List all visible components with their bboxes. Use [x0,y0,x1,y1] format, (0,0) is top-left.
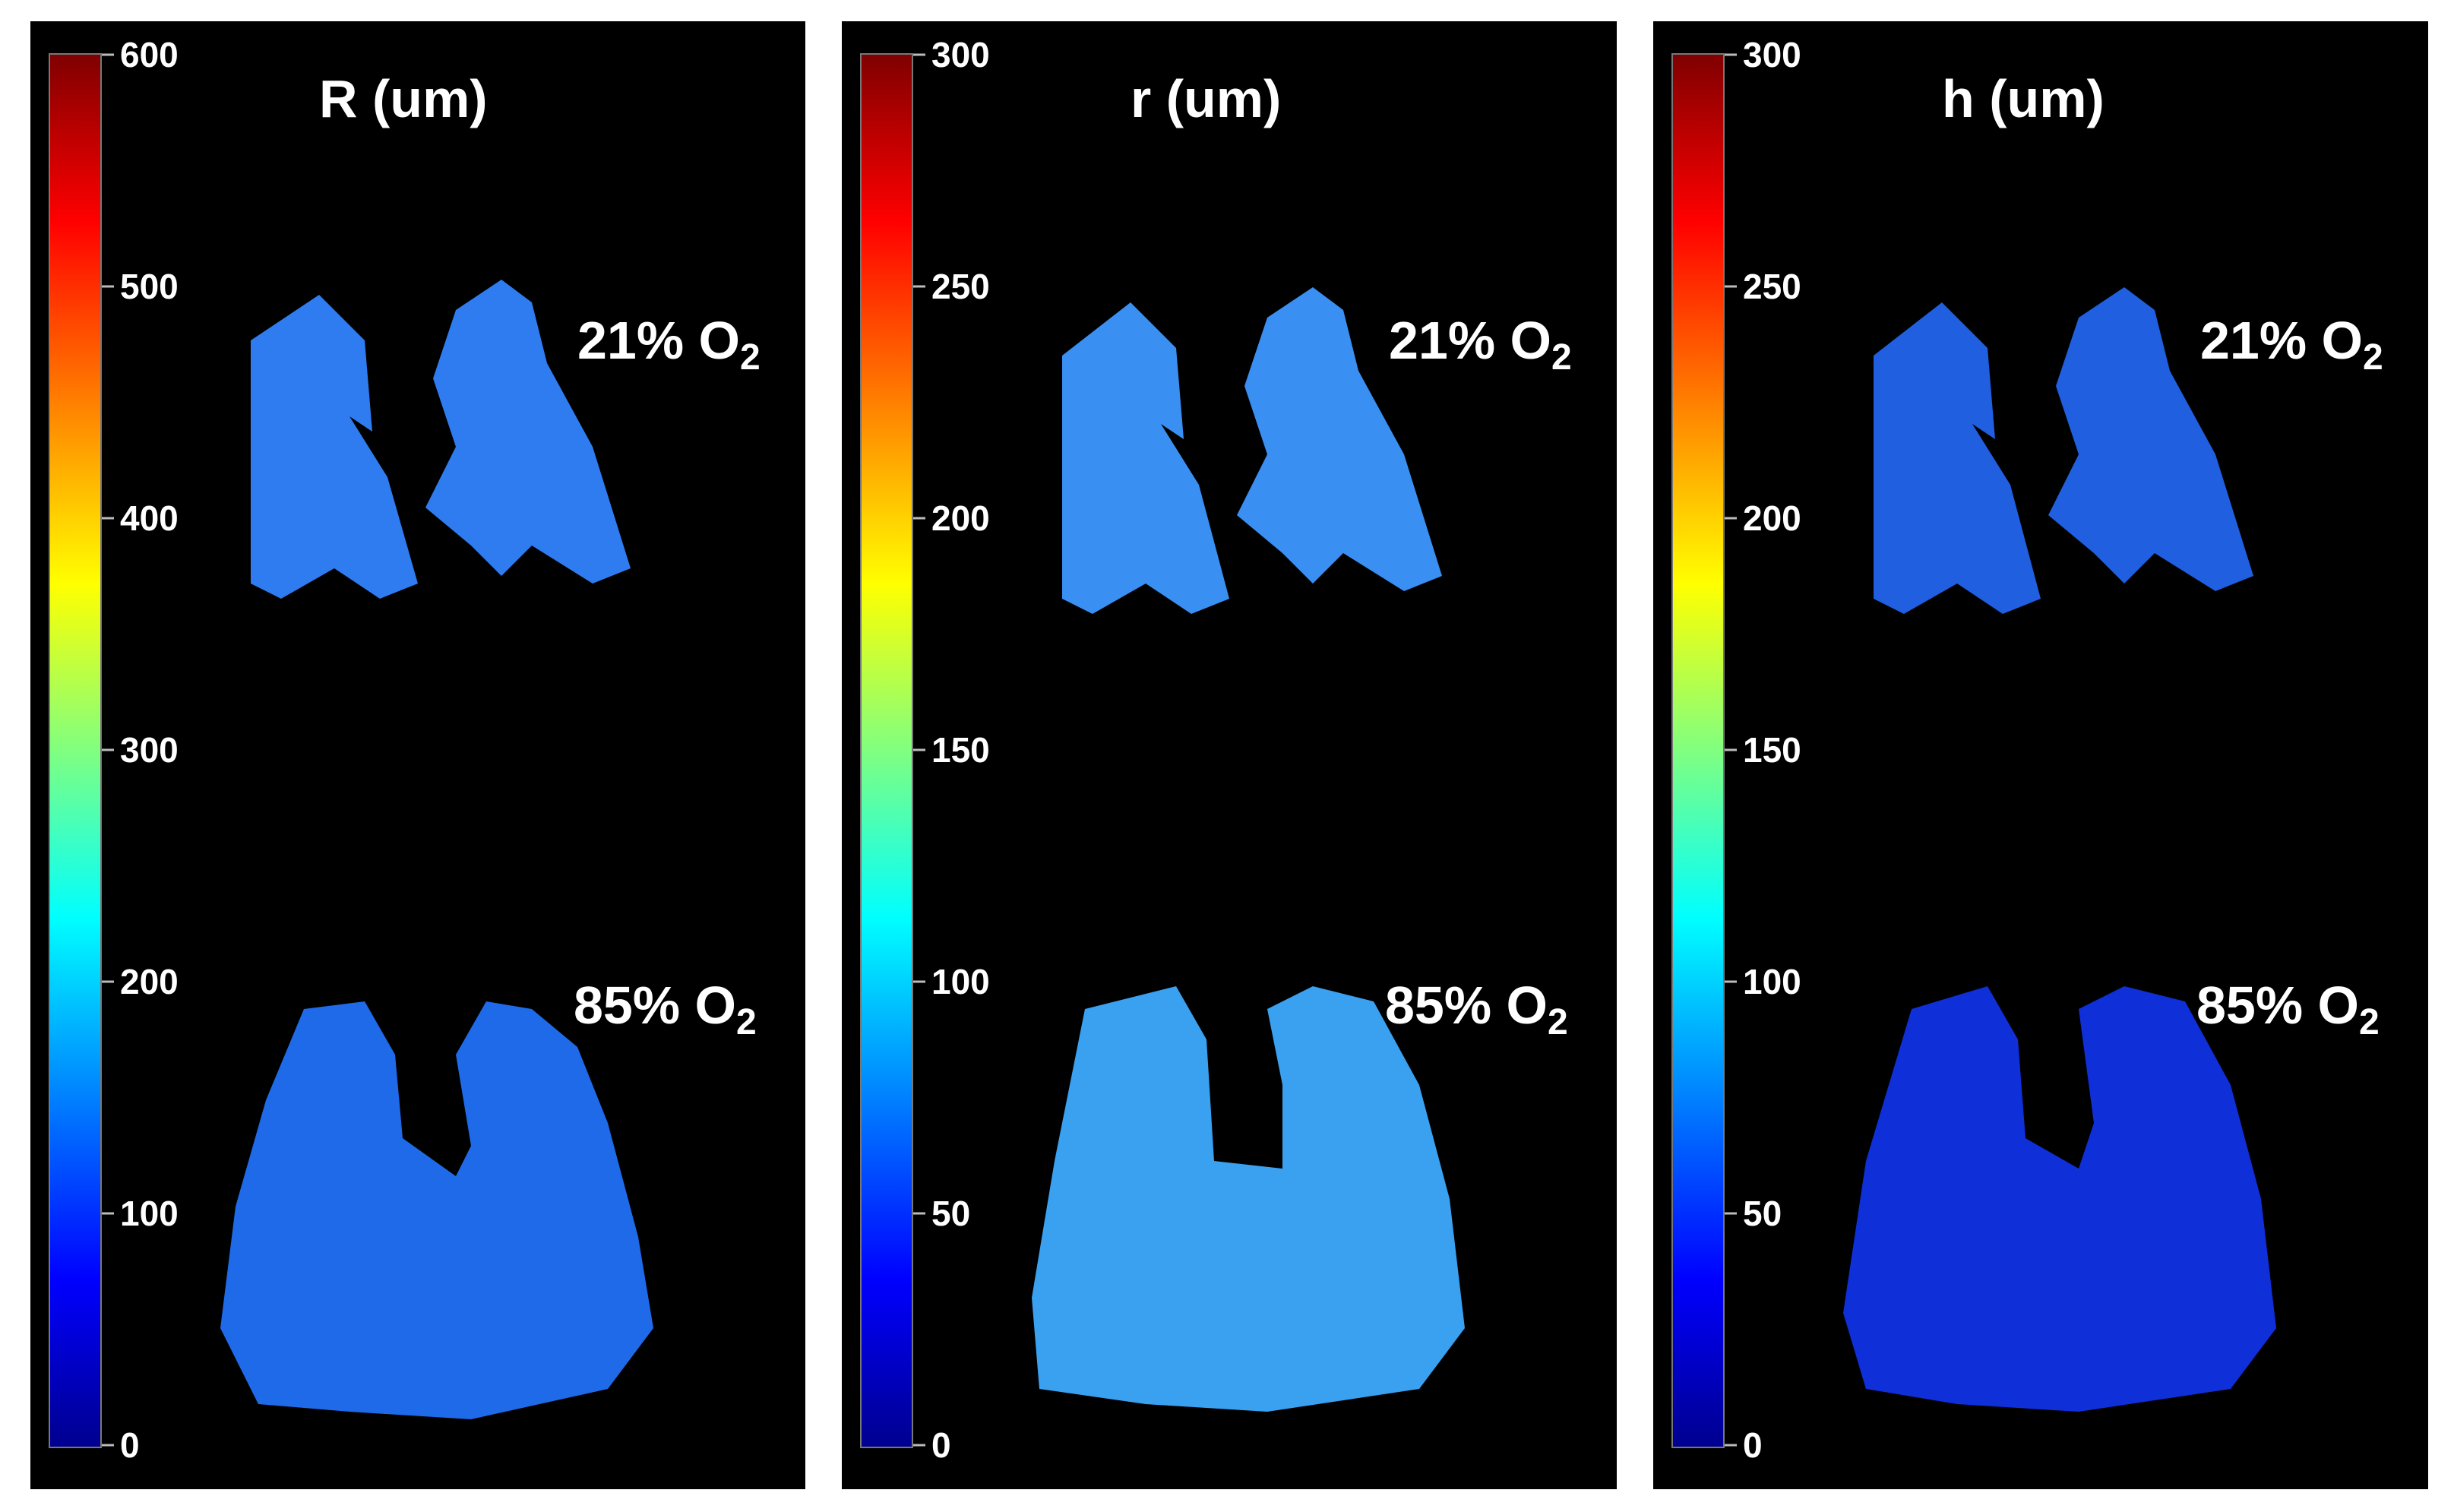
condition-subscript: 2 [736,1002,757,1042]
condition-text: 21% O [577,311,740,370]
tick-label: 200 [120,962,179,1001]
panel-title: R (um) [319,69,488,128]
panel-title: h (um) [1942,69,2105,128]
tick-label: 100 [120,1194,179,1233]
panel-h: 300 250 200 150 100 50 0 h (um) 21% O2 8… [1653,21,2428,1489]
panel-r: 300 250 200 150 100 50 0 r (um) 21% O2 8… [842,21,1617,1489]
condition-label-85: 85% O2 [574,975,757,1043]
tick-label: 500 [120,267,179,306]
lung-map-bottom [220,1001,653,1419]
condition-label-21: 21% O2 [2200,310,2383,378]
lung-map-bottom [1032,986,1465,1412]
condition-subscript: 2 [740,337,761,378]
condition-subscript: 2 [1548,1002,1568,1042]
lung-map-top-left [251,295,418,599]
lung-map-bottom [1843,986,2276,1412]
condition-label-85: 85% O2 [2196,975,2380,1043]
lung-maps [1032,287,1465,1412]
tick-label: 300 [120,730,179,770]
lung-maps [220,280,653,1419]
tick-label: 50 [1743,1194,1782,1233]
tick-label: 50 [931,1194,971,1233]
tick-label: 0 [1743,1425,1763,1465]
lung-map-top-left [1874,302,2041,614]
tick-label: 250 [1743,267,1801,306]
tick-label: 200 [1743,498,1801,538]
condition-label-85: 85% O2 [1385,975,1568,1043]
colorbar [1671,53,1725,1448]
condition-text: 21% O [2200,311,2363,370]
tick-label: 150 [931,730,990,770]
lung-map-top-right [1237,287,1442,591]
tick-label: 0 [120,1425,140,1465]
condition-text: 21% O [1389,311,1551,370]
colorbar [860,53,913,1448]
lung-maps [1843,287,2276,1412]
condition-subscript: 2 [2359,1002,2380,1042]
tick-label: 100 [1743,962,1801,1001]
lung-map-top-right [2048,287,2253,591]
tick-label: 0 [931,1425,951,1465]
panel-R: 600 500 400 300 200 100 0 R (um) 21% O2 … [30,21,805,1489]
condition-text: 85% O [574,976,736,1035]
panel-title: r (um) [1131,69,1282,128]
tick-label: 150 [1743,730,1801,770]
tick-label: 200 [931,498,990,538]
colorbar [49,53,102,1448]
lung-map-top-left [1062,302,1229,614]
tick-label: 250 [931,267,990,306]
condition-label-21: 21% O2 [1389,310,1572,378]
condition-subscript: 2 [2363,337,2383,378]
tick-label: 300 [1743,35,1801,74]
tick-label: 300 [931,35,990,74]
tick-label: 600 [120,35,179,74]
condition-text: 85% O [2196,976,2359,1035]
lung-map-top-right [425,280,631,584]
tick-label: 400 [120,498,179,538]
condition-text: 85% O [1385,976,1548,1035]
condition-subscript: 2 [1551,337,1572,378]
tick-label: 100 [931,962,990,1001]
condition-label-21: 21% O2 [577,310,761,378]
